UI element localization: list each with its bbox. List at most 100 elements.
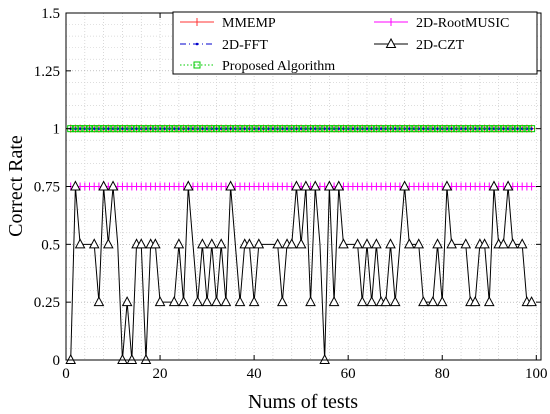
data-point-2d-czt xyxy=(107,180,119,191)
data-point-2d-czt xyxy=(215,238,227,249)
data-point-proposed-algorithm xyxy=(419,125,427,133)
data-point-proposed-algorithm xyxy=(434,125,442,133)
data-point-2d-czt xyxy=(413,238,425,249)
data-point-proposed-algorithm xyxy=(86,125,94,133)
data-point-proposed-algorithm xyxy=(76,125,84,133)
data-point-2d-czt xyxy=(324,180,335,191)
data-point-2d-czt xyxy=(178,296,189,307)
data-point-proposed-algorithm xyxy=(260,125,268,133)
x-tick-label: 20 xyxy=(153,366,168,382)
data-point-2d-fft xyxy=(229,127,232,130)
data-point-2d-fft xyxy=(408,127,411,130)
data-point-proposed-algorithm xyxy=(109,125,117,133)
data-point-2d-fft xyxy=(337,127,341,130)
legend-box xyxy=(172,11,538,75)
data-point-2d-fft xyxy=(295,127,298,130)
data-point-2d-czt xyxy=(88,238,100,249)
data-point-2d-fft xyxy=(370,127,373,130)
data-point-2d-fft xyxy=(436,127,439,130)
data-point-proposed-algorithm xyxy=(523,125,531,133)
data-point-2d-fft xyxy=(351,127,355,130)
data-point-2d-fft xyxy=(186,127,190,130)
data-point-2d-czt xyxy=(366,296,378,307)
data-point-2d-czt xyxy=(126,353,138,364)
data-point-2d-czt xyxy=(488,180,500,191)
data-point-2d-fft xyxy=(506,127,510,130)
data-point-proposed-algorithm xyxy=(424,125,432,133)
data-point-proposed-algorithm xyxy=(499,125,507,133)
data-point-proposed-algorithm xyxy=(123,125,131,133)
data-point-2d-czt xyxy=(436,296,448,307)
data-point-2d-czt xyxy=(469,296,481,307)
data-point-2d-fft xyxy=(149,127,152,130)
data-point-2d-czt xyxy=(427,296,439,307)
data-point-2d-fft xyxy=(393,127,397,130)
data-point-2d-czt xyxy=(140,353,152,364)
data-point-proposed-algorithm xyxy=(354,125,362,133)
data-point-proposed-algorithm xyxy=(264,125,272,133)
data-point-proposed-algorithm xyxy=(222,125,230,133)
data-point-2d-czt xyxy=(220,296,232,307)
data-point-proposed-algorithm xyxy=(95,125,103,133)
data-point-proposed-algorithm xyxy=(128,125,136,133)
data-point-2d-czt xyxy=(441,180,453,191)
data-point-2d-czt xyxy=(168,296,180,307)
data-point-2d-czt xyxy=(201,296,213,307)
legend-label-mmemp: MMEMP xyxy=(222,16,276,31)
data-point-proposed-algorithm xyxy=(236,125,244,133)
data-point-proposed-algorithm xyxy=(161,125,169,133)
data-point-proposed-algorithm xyxy=(410,125,418,133)
data-point-2d-czt xyxy=(356,296,368,307)
data-point-proposed-algorithm xyxy=(509,125,517,133)
data-point-proposed-algorithm xyxy=(133,125,141,133)
data-point-proposed-algorithm xyxy=(241,125,249,133)
legend-marker-2d-czt xyxy=(385,37,397,48)
data-point-proposed-algorithm xyxy=(490,125,498,133)
data-point-proposed-algorithm xyxy=(457,125,465,133)
data-point-proposed-algorithm xyxy=(335,125,343,133)
data-point-2d-czt xyxy=(295,238,307,249)
data-point-proposed-algorithm xyxy=(363,125,371,133)
data-point-2d-czt xyxy=(117,353,128,364)
data-point-2d-fft xyxy=(464,127,468,130)
data-point-proposed-algorithm xyxy=(278,125,286,133)
data-point-proposed-algorithm xyxy=(245,125,253,133)
data-point-proposed-algorithm xyxy=(151,125,159,133)
data-point-proposed-algorithm xyxy=(382,125,390,133)
data-point-2d-fft xyxy=(502,127,505,130)
x-tick-label: 100 xyxy=(525,366,548,382)
data-point-proposed-algorithm xyxy=(283,125,291,133)
data-point-proposed-algorithm xyxy=(118,125,126,133)
data-point-proposed-algorithm xyxy=(485,125,493,133)
data-point-proposed-algorithm xyxy=(321,125,329,133)
data-point-proposed-algorithm xyxy=(443,125,451,133)
data-point-proposed-algorithm xyxy=(462,125,470,133)
data-point-2d-fft xyxy=(121,127,124,130)
data-point-2d-czt xyxy=(135,238,147,249)
data-point-2d-fft xyxy=(473,127,477,130)
legend-label-proposed-algorithm: Proposed Algorithm xyxy=(222,59,335,74)
data-point-2d-fft xyxy=(431,127,435,130)
data-point-proposed-algorithm xyxy=(227,125,235,133)
data-point-2d-czt xyxy=(272,238,283,249)
data-point-2d-fft xyxy=(271,127,275,130)
y-tick-label: 0 xyxy=(53,353,61,369)
data-point-2d-fft xyxy=(135,127,138,130)
y-tick-label: 0.5 xyxy=(41,237,60,253)
data-point-2d-czt xyxy=(206,238,218,249)
data-point-2d-fft xyxy=(328,127,331,130)
data-point-2d-fft xyxy=(445,127,449,130)
data-point-2d-fft xyxy=(243,127,247,130)
data-point-proposed-algorithm xyxy=(368,125,376,133)
data-point-2d-czt xyxy=(286,238,298,249)
data-point-2d-czt xyxy=(479,238,490,249)
data-point-proposed-algorithm xyxy=(269,125,277,133)
data-point-2d-fft xyxy=(323,127,326,130)
data-point-2d-fft xyxy=(516,127,519,130)
data-point-2d-czt xyxy=(502,180,514,191)
legend-marker-proposed-algorithm xyxy=(193,61,201,69)
data-point-2d-czt xyxy=(399,180,410,191)
data-point-2d-fft xyxy=(450,127,453,130)
legend-items xyxy=(180,18,408,69)
data-point-2d-fft xyxy=(92,127,96,130)
